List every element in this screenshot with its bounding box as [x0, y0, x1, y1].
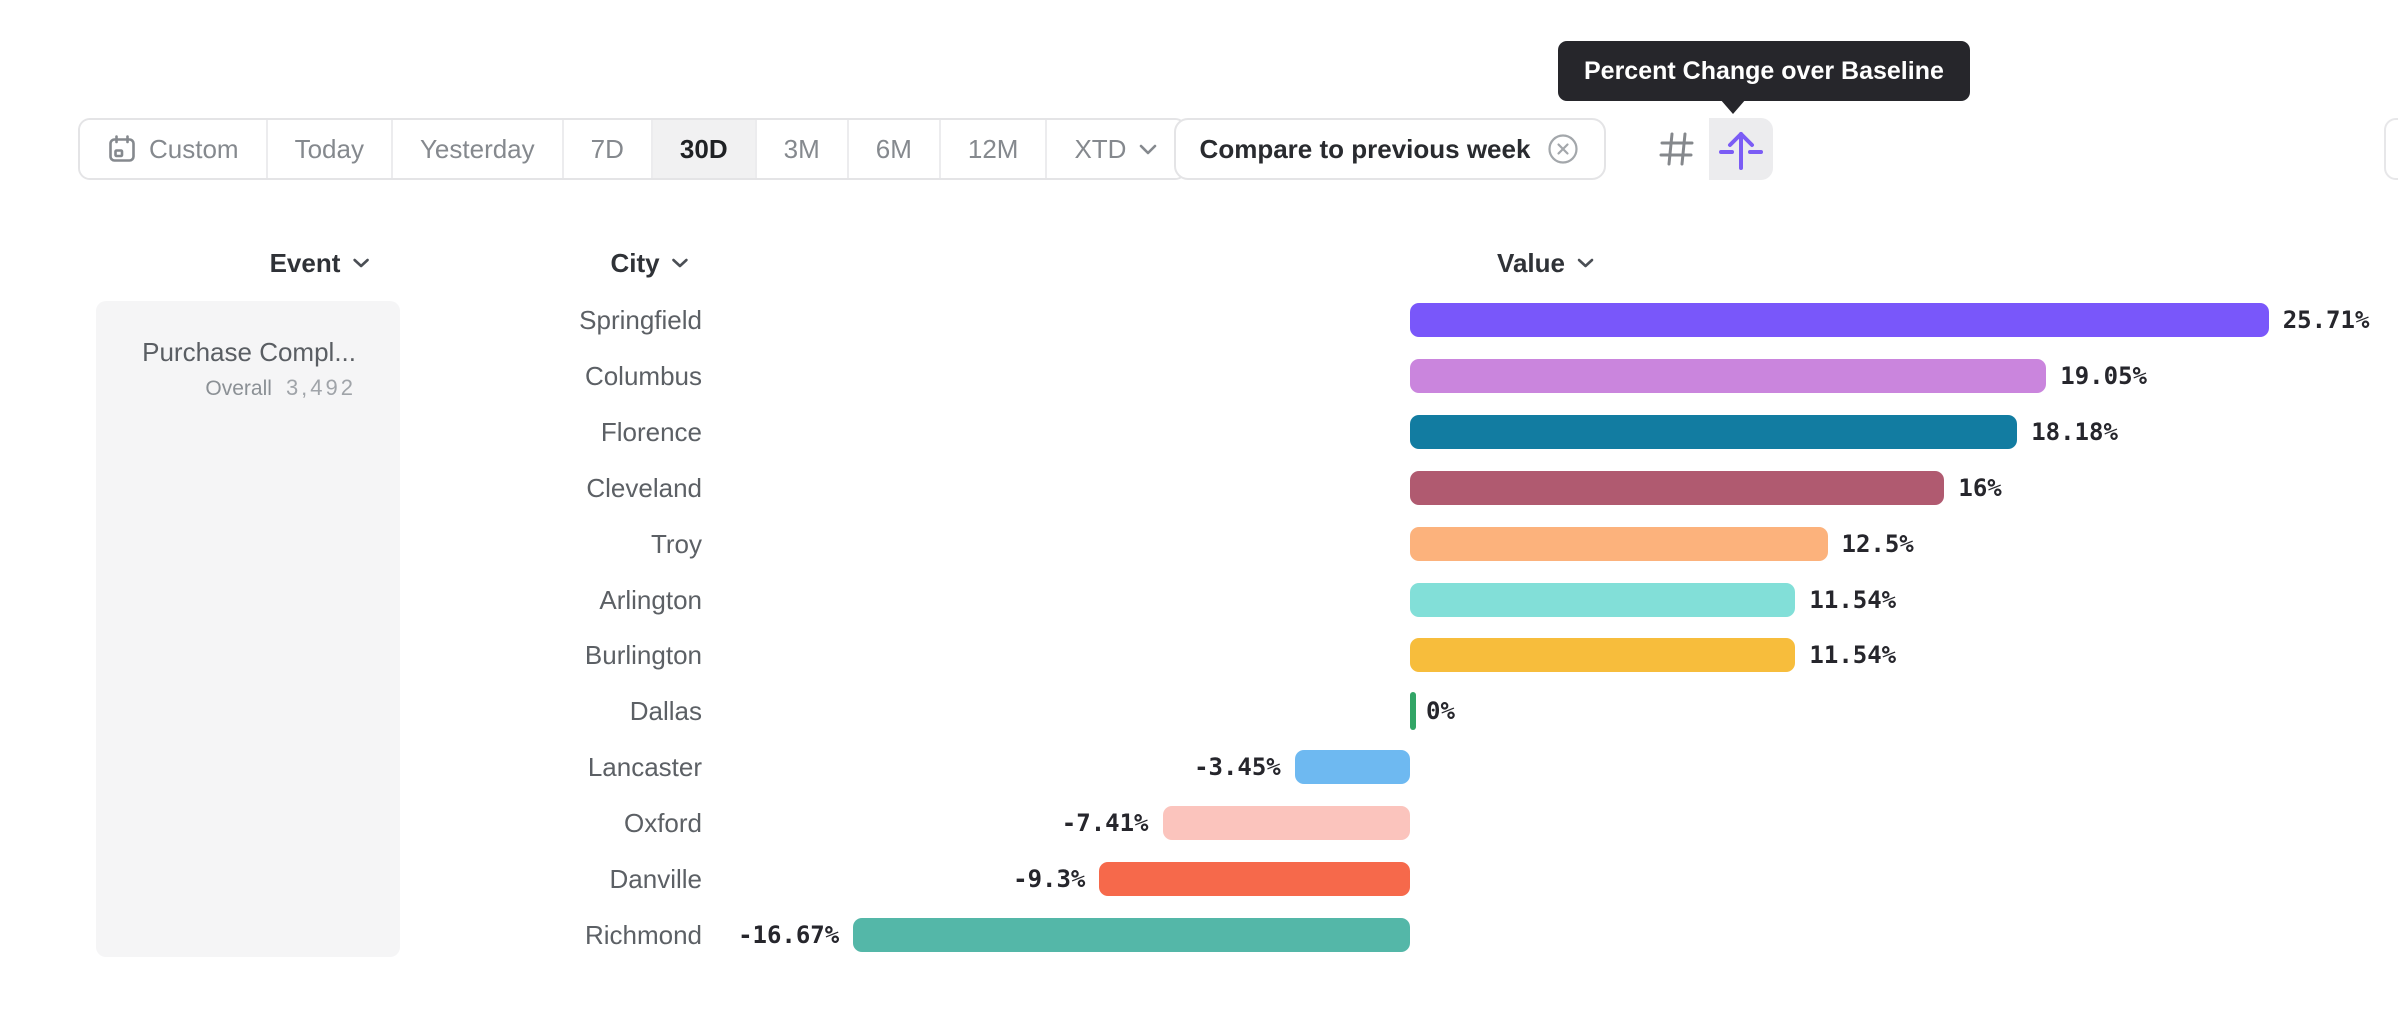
- event-overall: Overall 3,492: [205, 375, 356, 401]
- bar-value-label: -16.67%: [738, 920, 840, 949]
- city-label: Lancaster: [587, 752, 702, 783]
- date-range-label: XTD: [1074, 133, 1127, 164]
- bar-value-label: 0%: [1426, 697, 1455, 726]
- date-range-label: 3M: [783, 133, 820, 164]
- date-range-7d[interactable]: 7D: [563, 120, 653, 178]
- city-label: Columbus: [584, 360, 702, 391]
- chevron-down-icon: [1576, 257, 1595, 269]
- bar[interactable]: [1410, 414, 2018, 449]
- date-range-label: Custom: [149, 133, 239, 164]
- bar[interactable]: [1099, 862, 1410, 896]
- bar-value-label: 11.54%: [1809, 641, 1897, 670]
- bar-value-label: 12.5%: [1841, 529, 1914, 558]
- bar[interactable]: [1410, 470, 1945, 505]
- bar-value-label: -7.41%: [1061, 809, 1149, 838]
- bar[interactable]: [1294, 750, 1410, 785]
- city-label: Burlington: [584, 640, 702, 671]
- city-label: Troy: [650, 528, 702, 559]
- city-label: Danville: [609, 864, 703, 894]
- date-range-label: 6M: [875, 133, 912, 164]
- tooltip-text: Percent Change over Baseline: [1584, 56, 1944, 85]
- bar-value-label: 18.18%: [2031, 417, 2118, 446]
- bar-value-label: 25.71%: [2282, 306, 2370, 334]
- chevron-down-icon: [351, 257, 370, 269]
- partial-button[interactable]: [2384, 118, 2398, 180]
- city-label: Oxford: [623, 808, 702, 839]
- bar[interactable]: [1410, 582, 1796, 617]
- date-range-xtd[interactable]: XTD: [1047, 120, 1186, 178]
- column-header-label: Value: [1497, 247, 1565, 278]
- date-range-label: Yesterday: [419, 133, 535, 164]
- arrow-up-baseline-icon: [1717, 126, 1765, 172]
- column-header-city[interactable]: City: [610, 246, 689, 280]
- date-range-label: Today: [294, 133, 364, 164]
- column-header-label: City: [610, 247, 660, 278]
- bar-value-label: -9.3%: [1013, 865, 1086, 893]
- bar-value-label: 19.05%: [2060, 361, 2147, 390]
- percent-change-button[interactable]: [1709, 118, 1773, 180]
- date-range-label: 7D: [590, 133, 624, 164]
- bar-value-label: -3.45%: [1194, 753, 1281, 782]
- overall-label: Overall: [205, 377, 272, 400]
- bar[interactable]: [1410, 358, 2047, 393]
- column-header-value[interactable]: Value: [1497, 246, 1595, 280]
- city-label: Cleveland: [586, 472, 702, 503]
- grid-view-button[interactable]: [1645, 118, 1709, 180]
- city-label: Arlington: [599, 584, 702, 615]
- date-range-30d[interactable]: 30D: [652, 120, 757, 178]
- date-range-12m[interactable]: 12M: [940, 120, 1048, 178]
- city-label: Springfield: [579, 305, 702, 335]
- bar[interactable]: [853, 917, 1410, 952]
- bar[interactable]: [1162, 806, 1410, 841]
- column-header-label: Event: [269, 247, 341, 278]
- date-range-3m[interactable]: 3M: [756, 120, 849, 178]
- overall-value: 3,492: [285, 375, 356, 400]
- date-range-label: 12M: [967, 133, 1019, 164]
- remove-comparison-icon[interactable]: [1546, 132, 1580, 166]
- view-toggle-group: [1645, 118, 1773, 180]
- event-card[interactable]: Purchase Compl... Overall 3,492: [96, 301, 400, 957]
- date-range-yesterday[interactable]: Yesterday: [392, 120, 564, 178]
- date-range-today[interactable]: Today: [267, 120, 393, 178]
- date-range-custom[interactable]: Custom: [80, 120, 268, 178]
- compare-label: Compare to previous week: [1199, 133, 1531, 164]
- city-label: Florence: [600, 416, 702, 447]
- tooltip: Percent Change over Baseline: [1558, 41, 1970, 101]
- date-range-6m[interactable]: 6M: [848, 120, 941, 178]
- city-label: Dallas: [629, 696, 702, 727]
- event-name: Purchase Compl...: [142, 337, 356, 367]
- compare-button[interactable]: Compare to previous week: [1174, 118, 1606, 180]
- date-range-label: 30D: [679, 133, 728, 164]
- column-header-event[interactable]: Event: [270, 246, 371, 280]
- chevron-down-icon: [671, 257, 690, 269]
- bar[interactable]: [1410, 526, 1828, 561]
- city-label: Richmond: [584, 919, 702, 950]
- grid-icon: [1657, 129, 1697, 169]
- tooltip-caret: [1720, 99, 1746, 114]
- bar[interactable]: [1410, 692, 1416, 731]
- date-range-group: Custom Today Yesterday 7D 30D 3M 6M 12M …: [78, 118, 1188, 180]
- bar-value-label: 11.54%: [1809, 585, 1897, 614]
- bar[interactable]: [1410, 638, 1796, 673]
- bar[interactable]: [1410, 303, 2269, 337]
- chevron-down-icon: [1138, 143, 1158, 156]
- bar-value-label: 16%: [1958, 473, 2002, 502]
- calendar-icon: [107, 134, 137, 164]
